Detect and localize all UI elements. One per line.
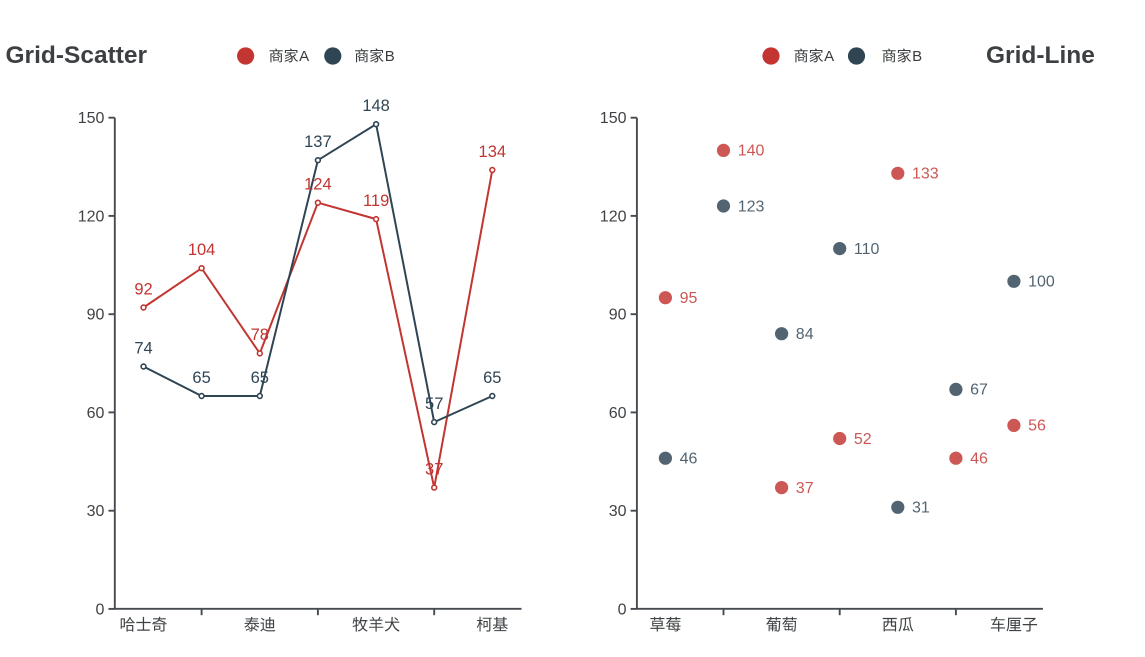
- svg-text:119: 119: [363, 192, 389, 210]
- svg-text:B: B: [912, 48, 922, 65]
- svg-text:150: 150: [600, 110, 627, 127]
- svg-text:Grid-Line: Grid-Line: [986, 42, 1095, 69]
- svg-text:150: 150: [78, 110, 105, 127]
- svg-text:65: 65: [251, 369, 269, 387]
- svg-text:78: 78: [251, 326, 269, 344]
- svg-text:120: 120: [600, 208, 627, 225]
- svg-text:65: 65: [483, 369, 501, 387]
- svg-text:46: 46: [970, 451, 988, 468]
- svg-text:67: 67: [970, 382, 988, 399]
- svg-text:92: 92: [134, 280, 152, 298]
- svg-text:133: 133: [912, 166, 939, 183]
- svg-text:74: 74: [134, 339, 152, 357]
- svg-text:124: 124: [304, 176, 332, 194]
- svg-text:46: 46: [680, 451, 698, 468]
- svg-text:B: B: [385, 48, 395, 65]
- svg-text:30: 30: [87, 503, 105, 520]
- svg-text:31: 31: [912, 500, 930, 517]
- svg-text:123: 123: [738, 198, 765, 215]
- svg-text:100: 100: [1028, 274, 1055, 291]
- svg-text:148: 148: [362, 97, 390, 115]
- svg-text:30: 30: [609, 503, 627, 520]
- svg-text:120: 120: [78, 208, 105, 225]
- svg-text:A: A: [824, 48, 834, 65]
- svg-text:137: 137: [304, 133, 332, 151]
- svg-text:37: 37: [796, 480, 814, 497]
- svg-text:104: 104: [188, 241, 216, 259]
- svg-text:60: 60: [87, 405, 105, 422]
- svg-text:0: 0: [618, 601, 627, 618]
- svg-text:95: 95: [680, 290, 698, 307]
- svg-text:65: 65: [192, 369, 210, 387]
- svg-text:84: 84: [796, 326, 814, 343]
- svg-text:140: 140: [738, 143, 765, 160]
- svg-text:37: 37: [425, 460, 443, 478]
- svg-text:A: A: [299, 48, 309, 65]
- svg-text:52: 52: [854, 431, 872, 448]
- svg-text:56: 56: [1028, 418, 1046, 435]
- svg-text:57: 57: [425, 395, 443, 413]
- svg-text:134: 134: [479, 143, 507, 161]
- svg-text:Grid-Scatter: Grid-Scatter: [6, 42, 148, 69]
- svg-text:110: 110: [854, 241, 880, 258]
- svg-text:90: 90: [87, 307, 105, 324]
- svg-text:0: 0: [95, 601, 104, 618]
- svg-text:60: 60: [609, 405, 627, 422]
- svg-text:90: 90: [609, 307, 627, 324]
